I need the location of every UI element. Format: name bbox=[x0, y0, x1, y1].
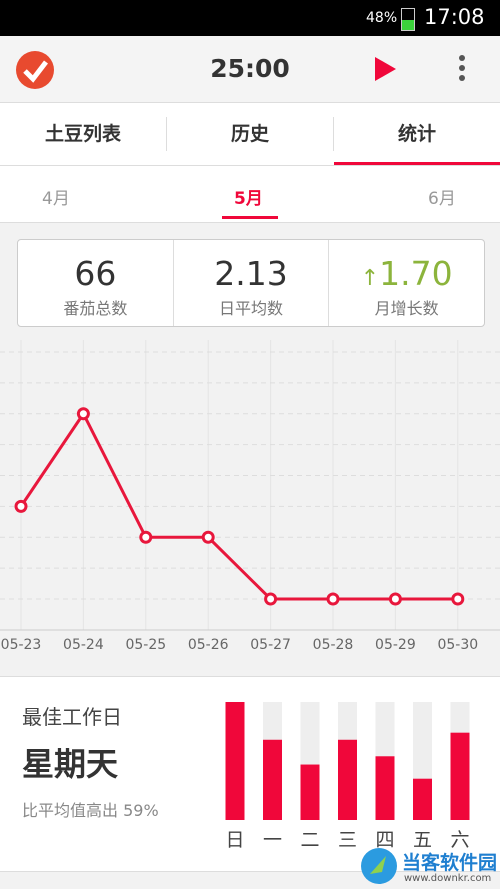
point bbox=[388, 592, 402, 606]
x-tick-label: 三 bbox=[338, 829, 357, 851]
x-tick-label: 一 bbox=[263, 829, 282, 851]
month[interactable]: 6月 bbox=[428, 189, 456, 209]
x-tick-label: 五 bbox=[413, 829, 432, 851]
x-tick-label: 05-23 bbox=[1, 637, 42, 653]
stat-value: 2.13 bbox=[214, 254, 288, 293]
play-button[interactable] bbox=[372, 55, 398, 83]
tab[interactable]: 土豆列表 bbox=[44, 123, 121, 145]
battery-icon bbox=[401, 8, 415, 31]
weekday-chart: 日一二三四五六 bbox=[225, 702, 470, 851]
card-title: 最佳工作日 bbox=[22, 705, 122, 729]
status-bar: 48% 17:08 bbox=[0, 0, 500, 36]
stat: 66 番茄总数 bbox=[18, 240, 174, 326]
x-tick-label: 二 bbox=[300, 829, 319, 851]
bar bbox=[300, 764, 320, 820]
x-tick-label: 05-28 bbox=[313, 637, 354, 653]
watermark: 当客软件园 www.downkr.com bbox=[360, 846, 500, 889]
x-tick-label: 六 bbox=[450, 829, 469, 851]
month[interactable]: 5月 bbox=[234, 189, 263, 209]
point bbox=[139, 530, 153, 544]
tab[interactable]: 统计 bbox=[334, 103, 500, 165]
month-bar: 4月 5月 6月 bbox=[0, 166, 500, 223]
line bbox=[19, 410, 458, 601]
watermark-url: www.downkr.com bbox=[404, 873, 492, 884]
point bbox=[14, 499, 28, 513]
clock: 17:08 bbox=[424, 5, 485, 29]
menu-button[interactable] bbox=[455, 53, 469, 85]
watermark-name: 当客软件园 bbox=[402, 852, 498, 874]
point bbox=[264, 592, 278, 606]
x-tick-label: 四 bbox=[375, 829, 394, 851]
app-logo bbox=[16, 51, 54, 89]
stat: ↑1.70 月增长数 bbox=[329, 240, 484, 326]
up-arrow: ↑ bbox=[360, 266, 380, 291]
month[interactable]: 4月 bbox=[42, 189, 70, 209]
stat-label: 月增长数 bbox=[374, 299, 439, 318]
timer: 25:00 bbox=[210, 54, 290, 83]
app-bar: 25:00 bbox=[0, 36, 500, 103]
x-tick-label: 日 bbox=[225, 829, 244, 851]
x-tick-label: 05-30 bbox=[437, 637, 478, 653]
stat-value: 66 bbox=[74, 254, 117, 293]
battery-text: 48% bbox=[366, 10, 398, 26]
tab-bar: 土豆列表 历史 统计 bbox=[0, 103, 500, 166]
stat: 2.13 日平均数 bbox=[174, 240, 330, 326]
stat-value: 1.70 bbox=[379, 254, 453, 293]
stat-label: 番茄总数 bbox=[63, 299, 128, 318]
bar bbox=[450, 732, 470, 820]
stat-label: 日平均数 bbox=[219, 299, 284, 318]
line-chart: 05-23 05-24 05-25 05-26 05-27 05-28 05-29 05-30 bbox=[0, 340, 500, 653]
point bbox=[201, 530, 215, 544]
point bbox=[326, 592, 340, 606]
bar bbox=[413, 778, 432, 820]
bar bbox=[225, 702, 245, 820]
bar bbox=[263, 739, 282, 820]
point bbox=[451, 592, 465, 606]
month-indicator bbox=[222, 216, 278, 219]
stats: 66 番茄总数 2.13 日平均数 ↑1.70 月增长数 bbox=[17, 239, 485, 327]
x-tick-label: 05-29 bbox=[375, 637, 416, 653]
x-tick-label: 05-24 bbox=[63, 637, 104, 653]
bar bbox=[375, 756, 395, 820]
watermark-logo bbox=[361, 848, 397, 884]
best-day-note: 比平均值高出 59% bbox=[22, 801, 159, 820]
best-day: 星期天 bbox=[22, 745, 119, 783]
x-tick-label: 05-26 bbox=[188, 637, 229, 653]
point bbox=[76, 407, 90, 421]
x-tick-label: 05-25 bbox=[125, 637, 166, 653]
bar bbox=[338, 739, 357, 820]
x-tick-label: 05-27 bbox=[250, 637, 291, 653]
tab[interactable]: 历史 bbox=[166, 117, 334, 151]
